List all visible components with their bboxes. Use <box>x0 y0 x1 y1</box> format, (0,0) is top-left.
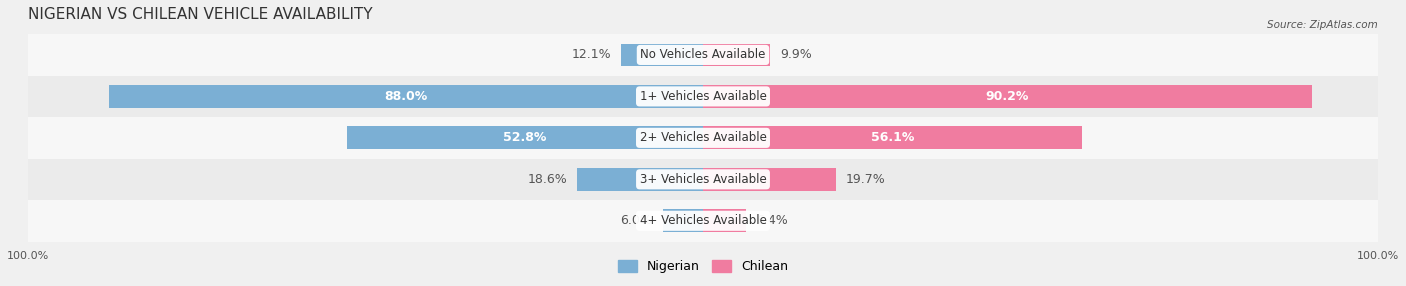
Text: 18.6%: 18.6% <box>527 173 568 186</box>
Bar <box>28 117 1378 159</box>
Text: 1+ Vehicles Available: 1+ Vehicles Available <box>640 90 766 103</box>
Text: 56.1%: 56.1% <box>870 131 914 144</box>
Text: 2+ Vehicles Available: 2+ Vehicles Available <box>640 131 766 144</box>
Bar <box>28 34 1378 76</box>
Bar <box>703 126 1081 149</box>
Text: NIGERIAN VS CHILEAN VEHICLE AVAILABILITY: NIGERIAN VS CHILEAN VEHICLE AVAILABILITY <box>28 7 373 22</box>
Bar <box>703 168 837 191</box>
Text: No Vehicles Available: No Vehicles Available <box>640 48 766 61</box>
Text: 9.9%: 9.9% <box>780 48 811 61</box>
Bar <box>703 43 770 66</box>
Bar <box>347 126 703 149</box>
Text: 3+ Vehicles Available: 3+ Vehicles Available <box>640 173 766 186</box>
Text: 90.2%: 90.2% <box>986 90 1029 103</box>
Bar <box>28 76 1378 117</box>
Text: 6.0%: 6.0% <box>620 214 652 227</box>
Text: 12.1%: 12.1% <box>572 48 612 61</box>
Bar <box>578 168 703 191</box>
Bar <box>28 159 1378 200</box>
Bar <box>621 43 703 66</box>
Legend: Nigerian, Chilean: Nigerian, Chilean <box>613 255 793 278</box>
Text: 52.8%: 52.8% <box>503 131 547 144</box>
Bar <box>703 85 1312 108</box>
Bar <box>28 200 1378 241</box>
Bar <box>110 85 703 108</box>
Text: Source: ZipAtlas.com: Source: ZipAtlas.com <box>1267 20 1378 30</box>
Bar <box>662 209 703 232</box>
Text: 4+ Vehicles Available: 4+ Vehicles Available <box>640 214 766 227</box>
Text: 6.4%: 6.4% <box>756 214 789 227</box>
Text: 19.7%: 19.7% <box>846 173 886 186</box>
Text: 88.0%: 88.0% <box>384 90 427 103</box>
Bar <box>703 209 747 232</box>
